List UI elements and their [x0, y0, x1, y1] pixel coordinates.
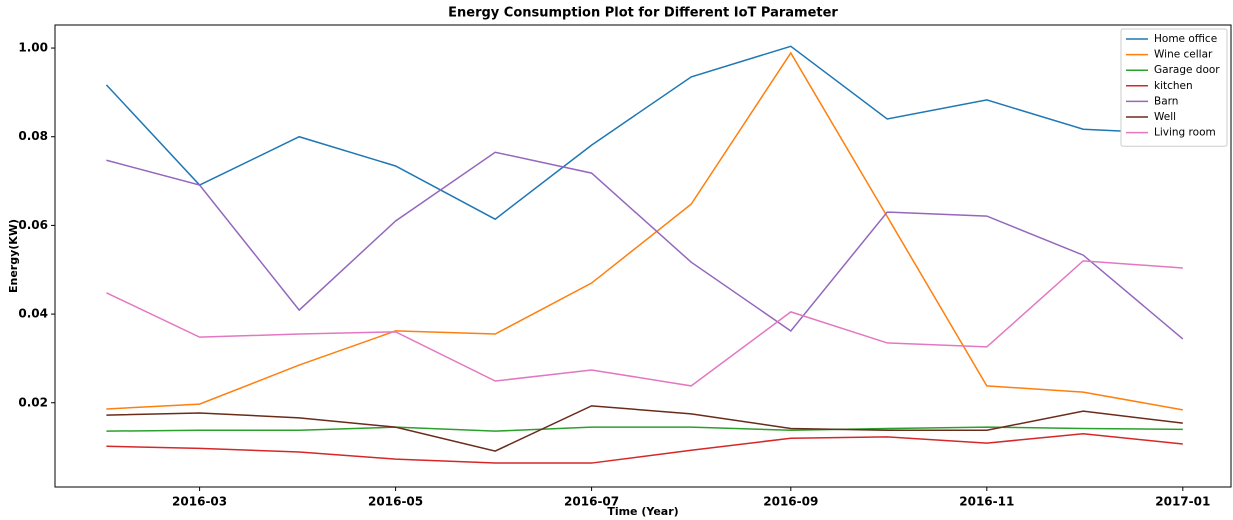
line — [106, 433, 1183, 464]
legend-label: Barn — [1154, 95, 1178, 107]
legend-label: Wine cellar — [1154, 49, 1213, 61]
legend-label: Well — [1154, 111, 1176, 123]
line — [106, 426, 1183, 432]
legend-label: Garage door — [1154, 64, 1220, 76]
legend: Home office Wine cellar Garage door kitchen… — [1120, 28, 1228, 147]
x-tick-label: 2016-11 — [959, 495, 1014, 509]
legend-label: Living room — [1154, 127, 1216, 139]
legend-label: Home office — [1154, 33, 1217, 45]
x-axis-label: Time (Year) — [607, 505, 678, 518]
legend-label: kitchen — [1154, 80, 1193, 92]
chart-title: Energy Consumption Plot for Different Io… — [448, 6, 838, 21]
line — [106, 405, 1183, 452]
y-tick-label: 0.08 — [18, 129, 48, 143]
x-tick-label: 2016-03 — [172, 495, 227, 509]
y-tick-label: 0.02 — [18, 395, 48, 409]
line — [105, 45, 1183, 221]
x-tick-label: 2017-01 — [1155, 495, 1210, 509]
x-tick-label: 2016-09 — [763, 495, 818, 509]
y-axis-label: Energy(KW) — [7, 219, 20, 293]
x-tick-label: 2016-05 — [368, 495, 423, 509]
x-tick-label: 2016-07 — [564, 495, 619, 509]
plot-frame — [54, 24, 1232, 488]
line — [106, 51, 1183, 411]
y-tick-label: 1.00 — [18, 41, 48, 55]
y-tick-label: 0.06 — [18, 218, 48, 232]
y-tick-label: 0.04 — [18, 307, 48, 321]
line — [106, 151, 1184, 340]
line — [106, 260, 1183, 387]
